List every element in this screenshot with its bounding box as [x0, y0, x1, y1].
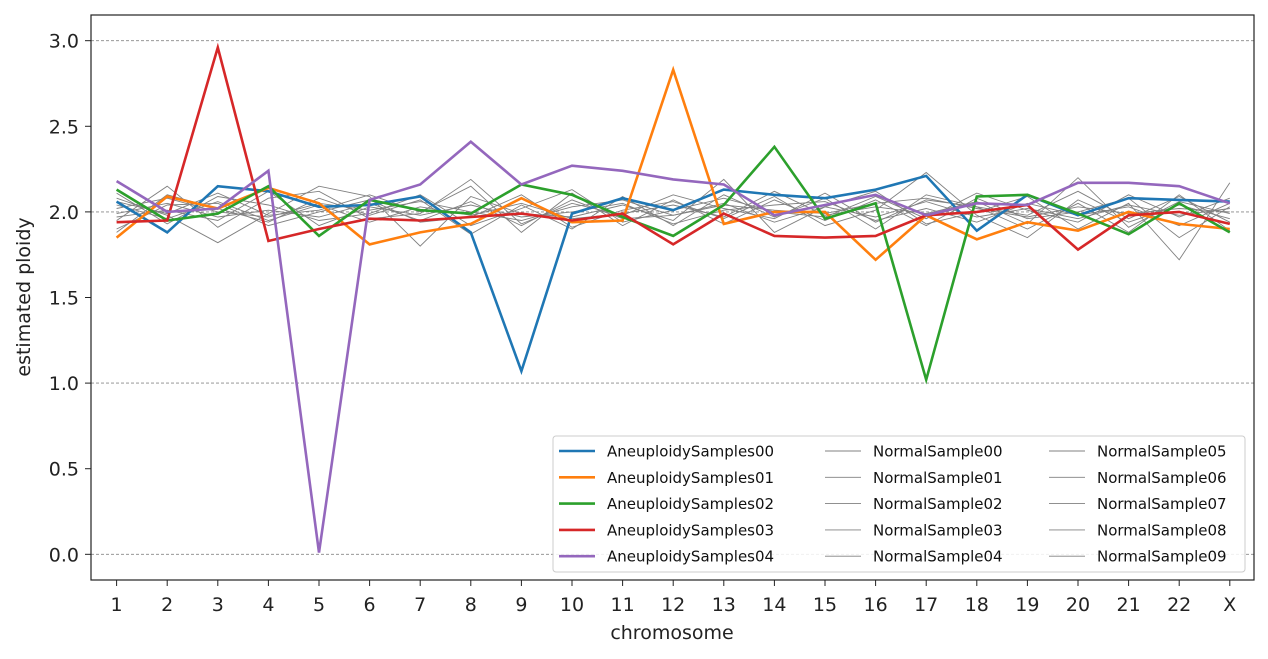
- legend-label: AneuploidySamples02: [607, 495, 774, 513]
- legend: AneuploidySamples00 AneuploidySamples01 An…: [552, 435, 1246, 573]
- x-tick-label: 5: [313, 594, 325, 616]
- series-line-NormalSample09: [116, 185, 1231, 239]
- x-tick-label: 4: [262, 594, 274, 616]
- x-tick-label: 18: [965, 594, 989, 616]
- series-line-AneuploidySamples02: [115, 144, 1231, 385]
- legend-label: NormalSample02: [873, 495, 1003, 513]
- x-tick-label: 2: [161, 594, 173, 616]
- x-axis-ticks: 1 2 3 4 5 6 7 8 9 10 11 12 13 14 15 16 17 18 19 20 21 22 X: [111, 580, 1236, 616]
- x-tick-label: 16: [864, 594, 888, 616]
- x-tick-label: 13: [712, 594, 736, 616]
- y-tick-label: 2.0: [49, 202, 79, 224]
- legend-label: NormalSample09: [1097, 548, 1227, 566]
- x-tick-label: 15: [813, 594, 837, 616]
- x-tick-label: 7: [414, 594, 426, 616]
- y-tick-label: 0.0: [49, 544, 79, 566]
- y-tick-label: 3.0: [49, 31, 79, 53]
- series-line-AneuploidySamples03: [116, 42, 1231, 252]
- legend-label: NormalSample05: [1097, 443, 1227, 461]
- y-axis-ticks: 0.0 0.5 1.0 1.5 2.0 2.5 3.0: [49, 31, 91, 566]
- legend-label: AneuploidySamples04: [607, 548, 774, 566]
- x-tick-label: 19: [1015, 594, 1039, 616]
- y-axis-label: estimated ploidy: [13, 217, 35, 376]
- legend-label: AneuploidySamples03: [607, 521, 774, 539]
- legend-label: AneuploidySamples00: [607, 443, 774, 461]
- legend-label: NormalSample08: [1097, 521, 1227, 539]
- series-line-NormalSample07: [116, 199, 1230, 227]
- x-tick-label: 1: [111, 594, 123, 616]
- legend-label: NormalSample01: [873, 469, 1003, 487]
- x-tick-label: 20: [1066, 594, 1090, 616]
- x-tick-label: 14: [762, 594, 786, 616]
- series-lines: [115, 42, 1231, 553]
- legend-label: NormalSample03: [873, 521, 1003, 539]
- legend-box: [552, 435, 1246, 573]
- series-line-AneuploidySamples04: [115, 139, 1231, 553]
- x-tick-label: 17: [914, 594, 938, 616]
- series-line-NormalSample06: [116, 177, 1230, 228]
- series-line-AneuploidySamples01: [115, 65, 1230, 262]
- y-tick-label: 0.5: [49, 459, 79, 481]
- x-tick-label: 22: [1167, 594, 1191, 616]
- x-tick-label: 3: [212, 594, 224, 616]
- x-tick-label: 6: [364, 594, 376, 616]
- x-tick-label: 8: [465, 594, 477, 616]
- series-line-NormalSample05: [116, 190, 1230, 227]
- y-tick-label: 1.0: [49, 373, 79, 395]
- y-tick-label: 2.5: [49, 116, 79, 138]
- legend-label: AneuploidySamples01: [607, 469, 774, 487]
- x-tick-label: 21: [1117, 594, 1141, 616]
- y-tick-label: 1.5: [49, 288, 79, 310]
- x-axis-label: chromosome: [610, 622, 733, 644]
- legend-label: NormalSample04: [873, 548, 1003, 566]
- x-tick-label: 12: [661, 594, 685, 616]
- x-tick-label: 10: [560, 594, 584, 616]
- x-tick-label: 11: [611, 594, 635, 616]
- x-tick-label: X: [1223, 594, 1236, 616]
- legend-label: NormalSample00: [873, 443, 1003, 461]
- legend-label: NormalSample07: [1097, 495, 1227, 513]
- x-tick-label: 9: [515, 594, 527, 616]
- legend-label: NormalSample06: [1097, 469, 1227, 487]
